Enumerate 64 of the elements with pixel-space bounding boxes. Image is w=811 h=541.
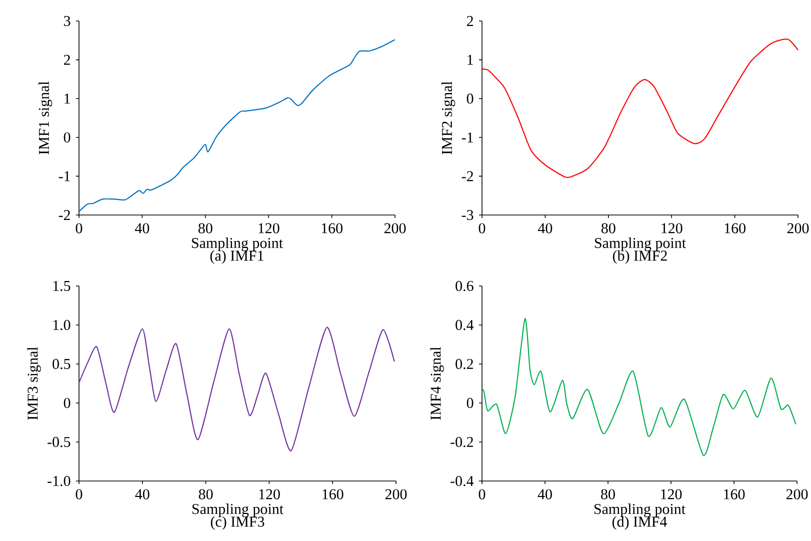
x-tick-label: 80 [198,223,212,234]
x-tick-label: 40 [538,223,552,234]
x-tick-label: 200 [385,489,407,500]
y-tick-label: 0.5 [52,358,70,370]
x-tick-label: 120 [258,223,280,234]
x-tick-label: 80 [601,489,615,500]
x-tick-label: 0 [76,489,82,500]
y-tick-label: 0 [64,398,70,408]
y-tick-label: 3 [64,16,70,26]
x-tick-label: 40 [135,489,150,500]
line-series [78,326,395,452]
line-series [481,318,796,456]
y-axis-title: IMF2 signal [441,81,456,154]
x-axis-title: Sampling point [192,504,284,518]
y-tick-label: 0.4 [456,320,474,330]
x-tick-label: 40 [538,489,552,500]
x-tick-label: 80 [601,223,616,234]
y-tick-label: 1.0 [53,320,70,330]
text: (a) IMF1 [210,250,264,264]
text: (c) IMF3 [210,516,264,530]
y-tick-label: 0 [466,94,474,104]
x-tick-label: 160 [322,489,344,500]
x-tick-label: 200 [786,489,808,500]
x-tick-label: 160 [724,489,745,500]
line-series [481,38,799,178]
x-tick-label: 160 [322,223,342,234]
line-series [78,39,396,212]
x-tick-label: 120 [259,489,280,500]
y-tick-label: 0.6 [456,280,474,292]
y-tick-label: 1 [468,54,473,65]
y-tick-label: -0.5 [48,436,70,448]
text: (d) IMF4 [612,516,667,530]
x-axis-title: Sampling point [594,504,686,518]
x-tick-label: 200 [384,223,406,234]
y-tick-label: 0 [466,398,474,408]
y-tick-label: -0.2 [450,436,473,448]
x-tick-label: 40 [135,223,150,234]
x-axis-title: Sampling point [594,238,686,252]
y-tick-label: -3 [462,210,474,220]
y-axis-title: IMF4 signal [430,346,444,420]
y-tick-label: -0.4 [450,476,474,486]
y-tick-label: 2 [64,54,70,65]
x-tick-label: 0 [478,489,486,500]
y-axis-title: IMF1 signal [38,81,52,154]
x-tick-label: 80 [198,489,213,500]
y-tick-label: -1 [462,132,473,142]
y-tick-label: -2 [462,171,473,182]
y-tick-label: 2 [466,16,473,26]
x-tick-label: 200 [787,223,809,234]
x-tick-label: 160 [724,223,746,234]
y-tick-label: -1 [58,171,70,182]
y-tick-label: 0 [64,132,70,142]
y-tick-label: 1 [64,94,70,104]
x-axis-title: Sampling point [192,238,283,252]
y-tick-label: -2 [58,210,70,220]
x-tick-label: 0 [76,223,82,234]
y-tick-label: -1.0 [48,476,70,486]
y-tick-label: 1.5 [53,280,70,292]
x-tick-label: 120 [661,489,682,500]
text: (b) IMF2 [612,250,667,264]
x-tick-label: 120 [662,223,682,234]
y-tick-label: 0.2 [456,358,473,370]
y-axis-title: IMF3 signal [27,346,41,420]
x-tick-label: 0 [478,223,486,234]
